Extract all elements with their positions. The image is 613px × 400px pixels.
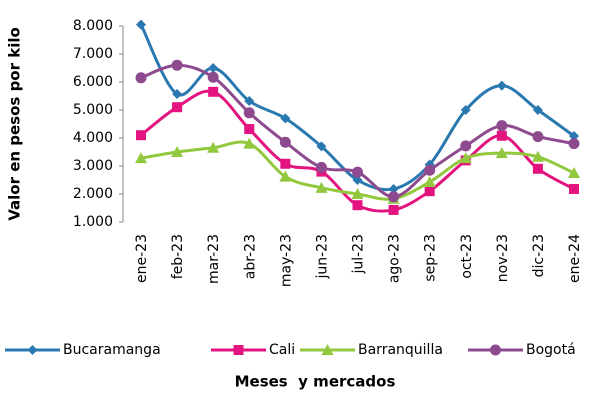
y-tick-label: 6.000 <box>73 74 113 90</box>
marker <box>135 152 147 164</box>
marker <box>352 166 363 178</box>
marker <box>171 59 183 71</box>
marker <box>569 183 579 194</box>
marker <box>496 120 508 132</box>
marker <box>423 175 436 187</box>
marker <box>352 200 363 211</box>
x-tick-label: abr-23 <box>242 234 258 279</box>
marker <box>280 113 291 124</box>
marker <box>172 89 183 100</box>
marker <box>243 137 256 149</box>
legend-label: Cali <box>269 342 295 358</box>
x-tick-label: nov-23 <box>495 234 511 282</box>
marker <box>532 163 543 174</box>
x-tick-label: oct-23 <box>459 234 475 279</box>
y-tick-label: 1.000 <box>73 214 113 230</box>
x-tick-label: sep-23 <box>423 234 439 282</box>
marker <box>208 86 219 97</box>
marker <box>388 183 399 194</box>
marker <box>531 150 544 162</box>
marker <box>279 170 292 182</box>
x-tick-label: ene-24 <box>567 234 583 283</box>
marker <box>568 167 580 178</box>
marker <box>244 124 255 135</box>
marker <box>424 164 436 176</box>
y-tick-label: 3.000 <box>73 158 113 174</box>
marker <box>352 175 363 185</box>
marker <box>532 105 543 115</box>
marker <box>279 136 291 148</box>
x-tick-label: jun-23 <box>314 234 330 280</box>
marker <box>490 344 501 356</box>
y-axis-title: Valor en pesos por kilo <box>6 27 24 221</box>
x-axis-title: Meses y mercados <box>235 373 396 391</box>
marker <box>388 191 400 203</box>
x-tick-label: dic-23 <box>531 234 547 277</box>
marker <box>244 96 255 107</box>
marker <box>280 158 291 169</box>
legend-label: Bogotá <box>526 342 576 358</box>
marker <box>495 147 508 159</box>
legend-label: Bucaramanga <box>63 342 161 358</box>
y-tick-label: 4.000 <box>73 130 113 146</box>
marker <box>207 71 219 83</box>
x-tick-label: jul-23 <box>351 234 367 275</box>
marker <box>388 204 399 215</box>
marker <box>172 102 183 113</box>
marker <box>233 345 244 355</box>
y-tick-label: 5.000 <box>73 102 113 118</box>
series-line <box>139 23 575 192</box>
x-tick-label: mar-23 <box>206 234 222 284</box>
marker <box>424 186 435 197</box>
marker <box>460 105 471 115</box>
marker <box>321 344 334 355</box>
marker <box>459 152 472 164</box>
marker <box>315 161 327 173</box>
marker <box>569 131 579 142</box>
marker <box>207 141 220 153</box>
marker <box>532 131 544 143</box>
x-tick-label: may-23 <box>278 234 294 287</box>
x-tick-label: ago-23 <box>387 234 403 283</box>
marker <box>496 80 507 91</box>
marker <box>316 141 327 152</box>
legend-label: Barranquilla <box>358 342 443 358</box>
marker <box>27 345 38 355</box>
marker <box>171 146 184 157</box>
y-tick-label: 8.000 <box>73 18 113 34</box>
marker <box>496 130 507 141</box>
marker <box>243 107 255 119</box>
marker <box>460 140 472 152</box>
x-tick-label: feb-23 <box>170 234 186 279</box>
marker <box>568 138 580 150</box>
marker <box>135 72 147 84</box>
marker <box>208 63 219 73</box>
marker <box>315 181 328 193</box>
y-tick-label: 2.000 <box>73 186 113 202</box>
marker <box>136 130 146 141</box>
y-tick-label: 7.000 <box>73 46 113 62</box>
x-tick-label: ene-23 <box>134 234 150 283</box>
marker <box>351 188 364 199</box>
marker <box>136 19 146 30</box>
